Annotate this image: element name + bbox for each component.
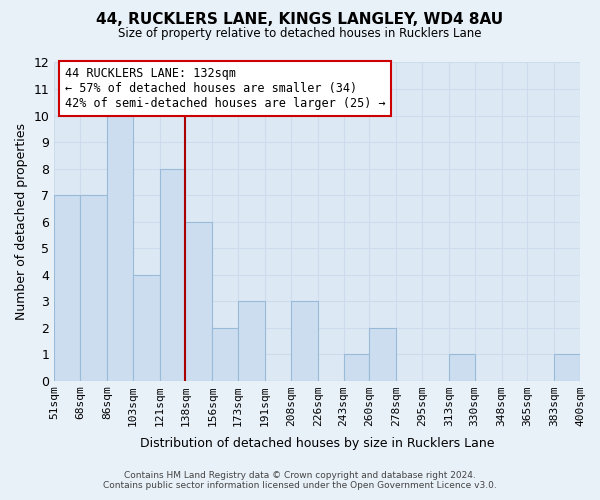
Bar — [54, 195, 80, 380]
Bar — [212, 328, 238, 380]
Bar — [185, 222, 212, 380]
Text: 44 RUCKLERS LANE: 132sqm
← 57% of detached houses are smaller (34)
42% of semi-d: 44 RUCKLERS LANE: 132sqm ← 57% of detach… — [65, 68, 385, 110]
Bar — [133, 274, 160, 380]
Bar — [107, 116, 133, 380]
Bar — [80, 195, 107, 380]
X-axis label: Distribution of detached houses by size in Rucklers Lane: Distribution of detached houses by size … — [140, 437, 494, 450]
Bar — [344, 354, 369, 380]
Bar — [238, 301, 265, 380]
Bar — [291, 301, 318, 380]
Text: 44, RUCKLERS LANE, KINGS LANGLEY, WD4 8AU: 44, RUCKLERS LANE, KINGS LANGLEY, WD4 8A… — [97, 12, 503, 28]
Y-axis label: Number of detached properties: Number of detached properties — [15, 123, 28, 320]
Text: Contains HM Land Registry data © Crown copyright and database right 2024.
Contai: Contains HM Land Registry data © Crown c… — [103, 470, 497, 490]
Text: Size of property relative to detached houses in Rucklers Lane: Size of property relative to detached ho… — [118, 28, 482, 40]
Bar — [554, 354, 580, 380]
Bar — [369, 328, 396, 380]
Bar — [160, 168, 185, 380]
Bar — [449, 354, 475, 380]
